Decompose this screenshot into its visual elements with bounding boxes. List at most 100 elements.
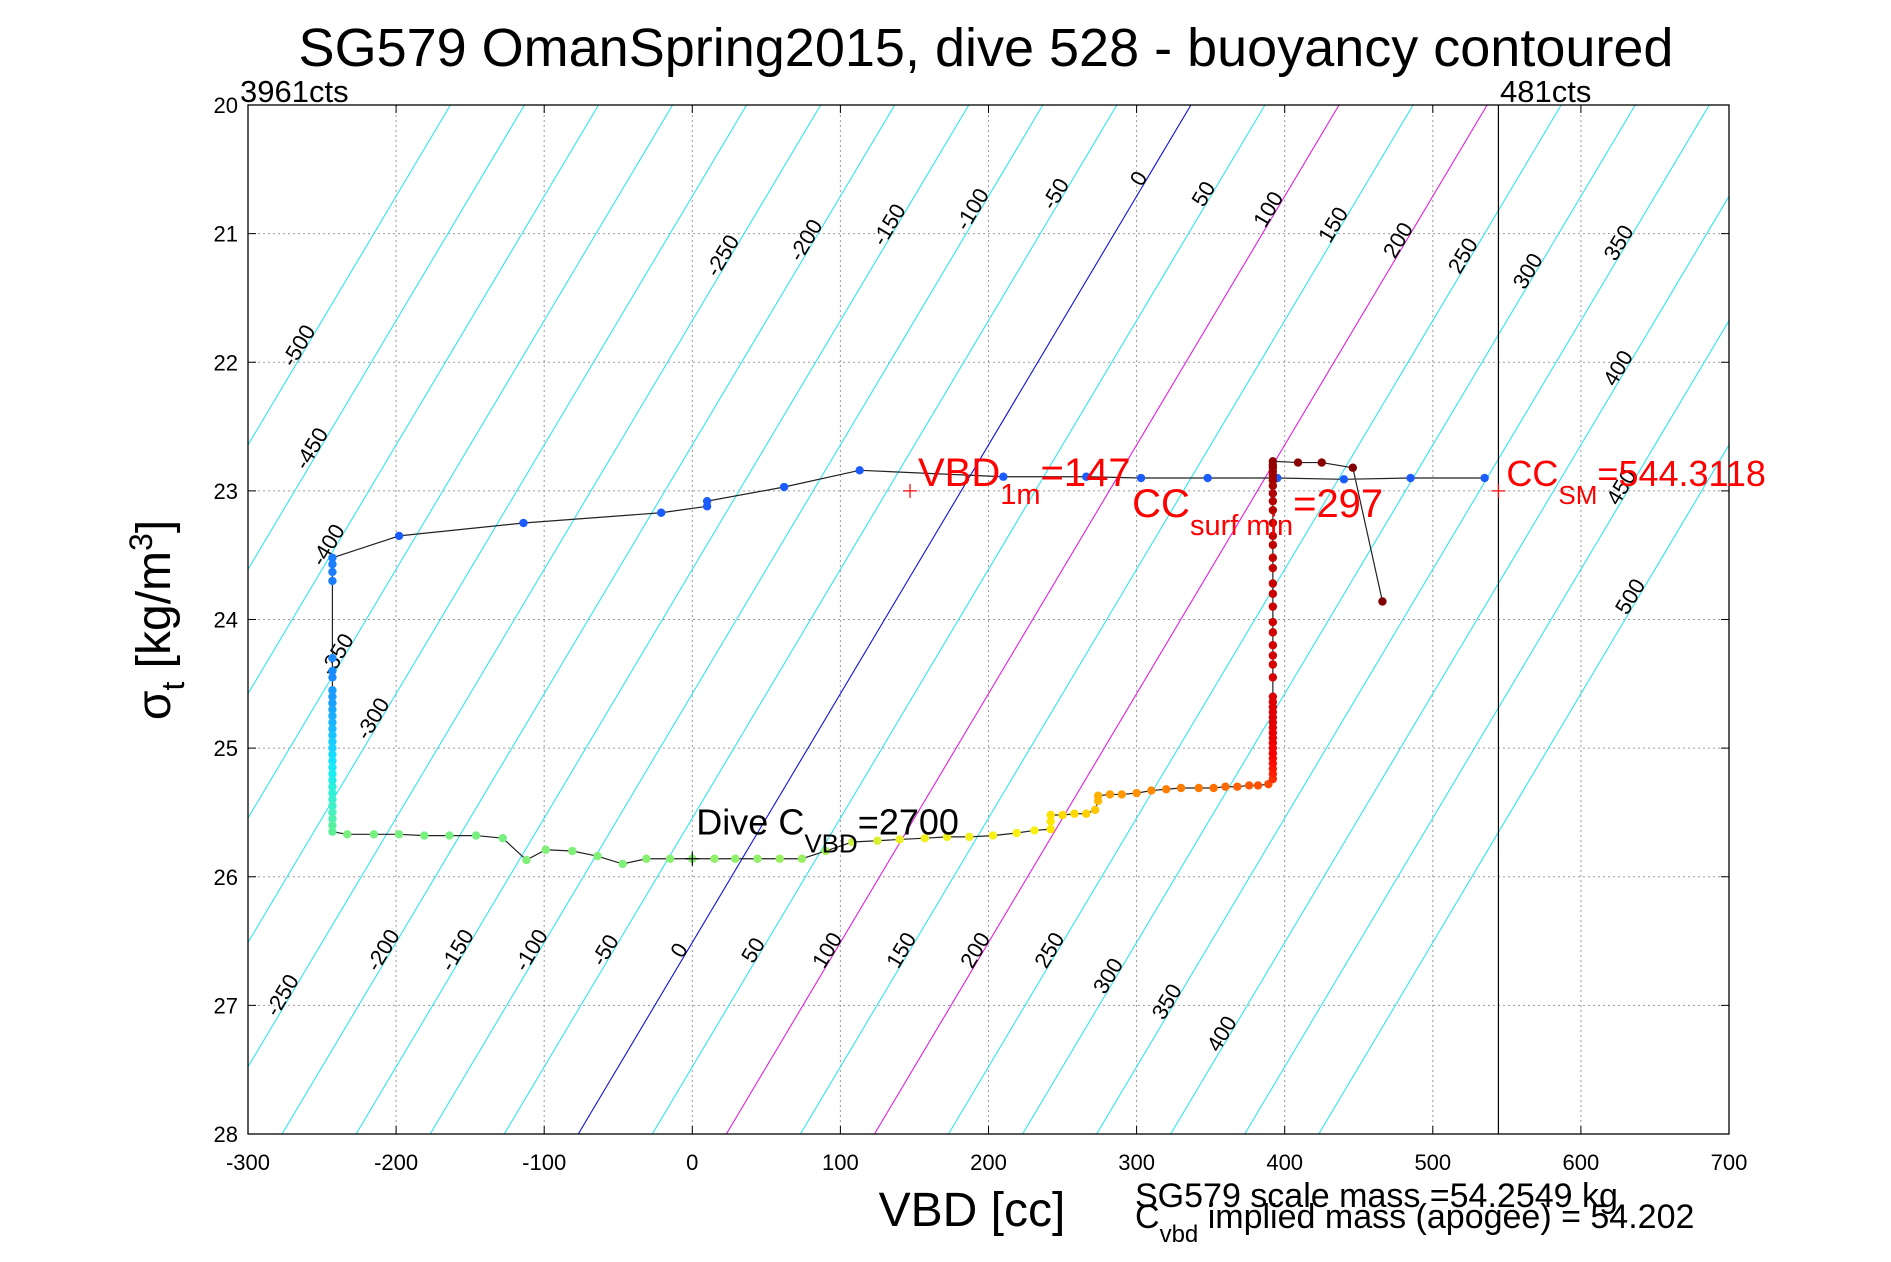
data-point — [328, 711, 337, 721]
data-point — [1233, 782, 1242, 791]
data-point — [1317, 458, 1326, 467]
annotation-value: =147 — [1041, 451, 1131, 495]
contour-line — [1170, 195, 1729, 1134]
data-point — [999, 472, 1008, 481]
data-point — [775, 854, 784, 863]
data-point — [1221, 782, 1230, 791]
data-point — [1268, 518, 1278, 528]
annotation-text: Dive C — [696, 802, 804, 843]
annotation-text: CC — [1506, 453, 1558, 494]
implied-mass-body: implied mass (apogee) = 54.202 — [1198, 1198, 1694, 1236]
data-point — [328, 576, 337, 586]
chart-title: SG579 OmanSpring2015, dive 528 - buoyanc… — [299, 18, 1674, 78]
data-point — [328, 724, 337, 734]
data-point — [1480, 473, 1489, 483]
data-point — [1268, 489, 1278, 498]
data-point — [328, 718, 337, 727]
data-point — [328, 788, 337, 798]
data-point — [328, 567, 337, 577]
data-point — [1058, 810, 1067, 820]
data-point — [1046, 817, 1055, 826]
data-point — [1012, 828, 1021, 838]
data-point — [541, 845, 550, 854]
data-point — [1082, 472, 1091, 481]
annotation-text: CC — [1132, 482, 1190, 526]
data-point — [1203, 473, 1212, 483]
contour-line — [281, 105, 896, 1134]
y-axis-label: σt [kg/m3] — [123, 520, 191, 720]
data-point — [1268, 651, 1278, 660]
data-point — [568, 846, 577, 856]
annotation-sub: VBD — [804, 829, 857, 859]
y-tick-label: 26 — [214, 865, 238, 890]
data-point — [328, 705, 337, 714]
data-point — [920, 833, 930, 843]
data-point — [1293, 458, 1303, 467]
data-point — [1268, 457, 1278, 466]
contour-line — [248, 105, 600, 695]
data-point — [779, 482, 789, 492]
data-point — [1082, 809, 1091, 818]
data-point — [855, 466, 864, 475]
grid-lines — [248, 105, 1729, 1134]
data-point — [797, 854, 807, 863]
y-label-sigma: σ — [128, 691, 181, 721]
data-point — [328, 756, 337, 766]
data-point — [1339, 475, 1349, 484]
contour-line — [429, 105, 1044, 1134]
data-point — [328, 737, 337, 746]
data-point — [1253, 781, 1263, 790]
y-axis-ticks: 20 21 22 23 24 25 26 27 28 — [214, 93, 1729, 1147]
implied-mass-text: Cvbd implied mass (apogee) = 54.202 — [1135, 1198, 1694, 1248]
x-tick-label: -200 — [374, 1150, 418, 1175]
data-point — [369, 830, 379, 839]
data-point — [328, 686, 337, 695]
y-label-close: ] — [128, 520, 181, 533]
data-point — [988, 831, 998, 840]
data-point — [1268, 692, 1278, 701]
data-point — [328, 653, 337, 663]
contour-line — [248, 105, 748, 944]
x-tick-label: 600 — [1563, 1150, 1600, 1175]
data-point — [519, 518, 528, 528]
data-point — [343, 830, 352, 839]
annotation-sub: SM — [1558, 480, 1597, 510]
data-point — [1268, 628, 1278, 637]
corner-label-left: 3961cts — [240, 74, 349, 109]
x-tick-label: -300 — [226, 1150, 270, 1175]
x-tick-label: 200 — [970, 1150, 1007, 1175]
data-point — [1406, 473, 1415, 483]
data-point — [1209, 783, 1218, 793]
data-point — [702, 502, 712, 511]
data-point — [1268, 673, 1278, 682]
data-point — [642, 854, 651, 863]
annotation-vbd1m: VBD1m=147 — [918, 451, 1131, 511]
data-point — [753, 854, 762, 863]
data-point — [1378, 597, 1387, 606]
data-point — [328, 827, 337, 836]
x-tick-label: -100 — [522, 1150, 566, 1175]
data-point — [731, 854, 740, 863]
data-point — [848, 837, 857, 847]
y-tick-label: 22 — [214, 350, 238, 375]
data-point — [593, 851, 602, 861]
data-point — [522, 855, 531, 865]
data-point — [328, 769, 337, 779]
contour-line — [1022, 105, 1636, 1134]
data-point — [328, 698, 337, 708]
data-point — [1348, 463, 1358, 472]
y-tick-label: 21 — [214, 222, 238, 247]
annotation-value: =2700 — [858, 802, 959, 843]
data-point — [1194, 783, 1204, 793]
data-point — [1176, 783, 1186, 793]
x-tick-label: 0 — [686, 1150, 698, 1175]
annotation-value: =297 — [1293, 482, 1383, 526]
data-point — [1046, 824, 1055, 834]
x-tick-label: 700 — [1711, 1150, 1748, 1175]
data-point — [1268, 553, 1278, 562]
contour-line — [651, 105, 1266, 1134]
data-point — [445, 831, 454, 840]
data-point — [328, 782, 337, 791]
data-point — [1117, 790, 1126, 799]
